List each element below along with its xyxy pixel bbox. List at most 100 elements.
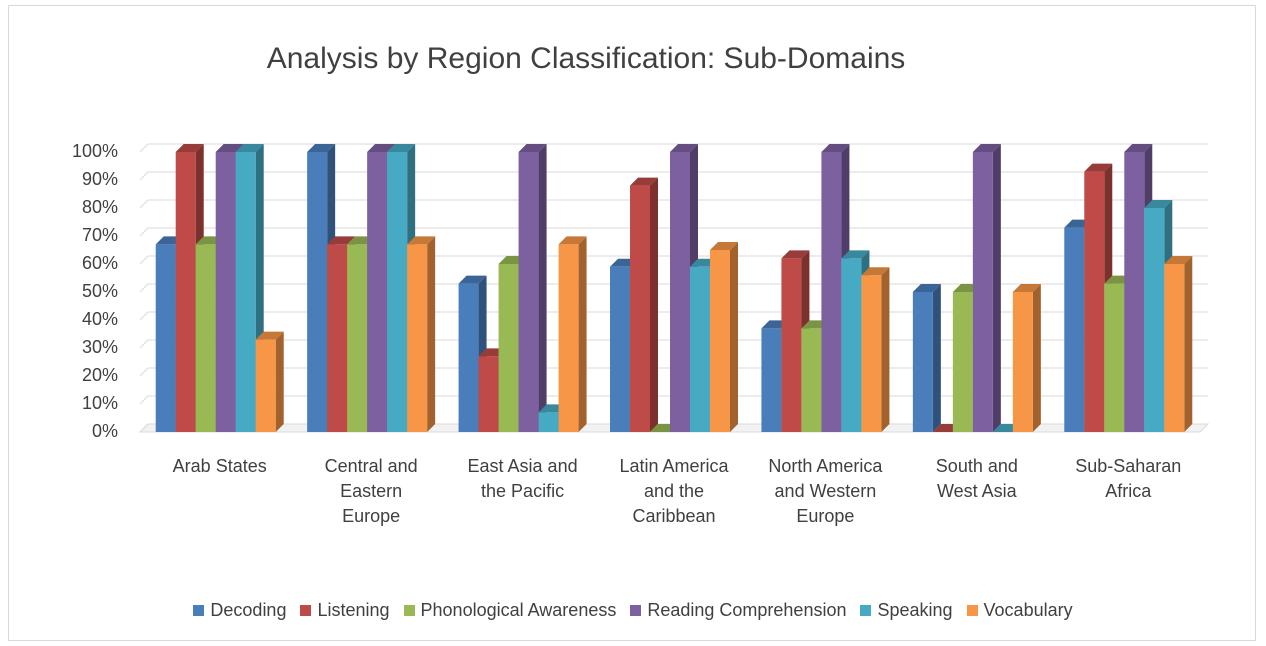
bar-front [407,244,428,432]
bar [912,284,941,432]
x-tick-label: North America and Western Europe [768,456,883,526]
bar-front [972,152,993,432]
bar-front [558,244,579,432]
bar-front [801,328,822,432]
bar-front [458,283,479,432]
bar-top [630,177,658,186]
bar [558,236,587,432]
bar-top [1084,163,1113,172]
legend-label: Speaking [877,600,953,620]
bar-top [327,236,356,245]
legend-label: Listening [317,600,390,620]
bar [1012,284,1041,432]
bar-front [761,328,782,432]
legend-swatch [193,605,205,616]
bar-front [1104,283,1125,432]
bar-front [690,266,710,432]
bar-side [275,331,284,432]
legend-item: Reading Comprehension [630,600,846,621]
legend-swatch [966,605,978,616]
bar-top [255,331,284,340]
bar [630,177,658,432]
bar-top [1144,200,1173,208]
bar-side [1032,284,1041,432]
bar-top [1124,144,1153,152]
bar-side [538,144,547,432]
bar [972,144,1001,432]
legend-item: Vocabulary [966,600,1073,621]
bar-front [327,244,348,432]
bar-front [710,250,730,432]
bar-front [235,152,256,432]
y-tick-label: 90% [82,169,118,189]
bar-top [458,275,487,284]
bar-top [387,144,416,152]
bar-top [821,144,850,152]
x-tick-label: Latin America and the Caribbean [619,456,729,526]
bar-front [255,339,276,432]
legend-item: Phonological Awareness [403,600,617,621]
y-tick-label: 30% [82,337,118,357]
legend-swatch [403,605,415,616]
grid-line [139,227,1208,237]
bar-top [518,144,547,152]
bar-front [498,264,519,432]
bar-top [1012,284,1041,292]
bar-front [307,152,328,432]
bar-top [861,267,890,276]
bar-front [630,185,650,432]
legend-swatch [860,605,872,616]
bar-front [175,152,196,432]
y-tick-label: 70% [82,225,118,245]
bar-front [1164,264,1185,432]
x-tick-label: Central and Eastern Europe [324,456,418,526]
bar-front [912,292,933,432]
bar-top [972,144,1001,152]
legend-swatch [630,605,642,616]
y-tick-label: 40% [82,309,118,329]
bar-top [307,144,336,152]
y-tick-label: 100% [72,141,118,161]
legend-label: Phonological Awareness [420,600,617,620]
bar-front [518,152,539,432]
bar [861,267,890,432]
grid-line [139,171,1208,181]
bar-front [215,152,236,432]
y-tick-label: 10% [82,393,118,413]
chart-frame [8,5,1256,641]
bar-front [347,244,368,432]
bar-top [367,144,396,152]
bar-front [781,258,802,432]
bar-side [578,236,587,432]
bar-top [235,144,264,152]
bar-front [610,266,630,432]
bar-front [1012,292,1033,432]
grid-line [139,143,1208,153]
bar-side [1184,256,1193,432]
bar-top [710,242,738,250]
bar-side [992,144,1001,432]
bar-front [1124,152,1145,432]
legend-item: Decoding [193,600,286,621]
y-tick-label: 60% [82,253,118,273]
x-tick-label: Arab States [172,456,267,476]
bar-front [1144,208,1165,432]
bar-front [195,244,216,432]
bar-front [821,152,842,432]
bar [1164,256,1193,432]
bar-side [427,236,436,432]
y-tick-label: 50% [82,281,118,301]
x-tick-label: East Asia and the Pacific [467,456,578,501]
legend: Decoding Listening Phonological Awareness R… [0,600,1266,621]
bar-front [1084,171,1105,432]
bar [407,236,436,432]
bar-front [155,244,176,432]
bar-side [650,177,658,432]
y-tick-label: 0% [92,421,118,441]
bar-front [367,152,388,432]
bar [710,242,738,432]
bar [781,250,810,432]
bar-front [670,152,690,432]
bar [518,144,547,432]
